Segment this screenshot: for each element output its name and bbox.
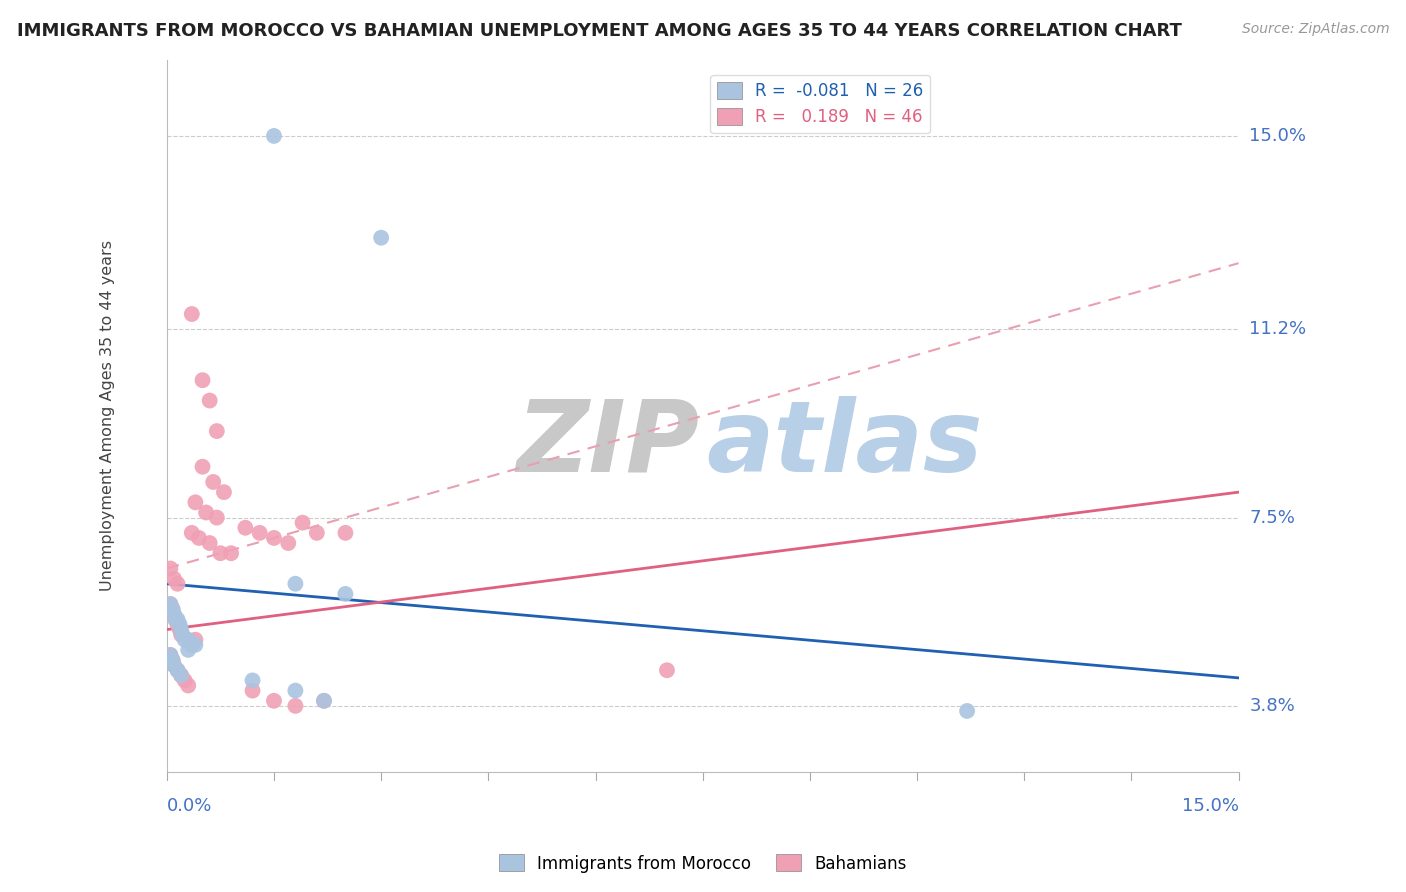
Text: 7.5%: 7.5%	[1250, 508, 1295, 526]
Point	[242, 673, 264, 688]
Point	[205, 510, 228, 524]
Point	[235, 521, 257, 535]
Point	[170, 623, 193, 637]
Point	[173, 632, 195, 647]
Point	[166, 663, 188, 677]
Text: Unemployment Among Ages 35 to 44 years: Unemployment Among Ages 35 to 44 years	[100, 240, 115, 591]
Point	[159, 597, 181, 611]
Point	[284, 683, 307, 698]
Point	[305, 525, 328, 540]
Point	[242, 683, 264, 698]
Point	[370, 230, 392, 244]
Point	[159, 561, 181, 575]
Point	[166, 663, 188, 677]
Point	[180, 638, 202, 652]
Point	[159, 648, 181, 662]
Point	[170, 668, 193, 682]
Point	[277, 536, 299, 550]
Point	[159, 648, 181, 662]
Point	[219, 546, 242, 560]
Point	[184, 632, 207, 647]
Text: Source: ZipAtlas.com: Source: ZipAtlas.com	[1241, 22, 1389, 37]
Point	[180, 638, 202, 652]
Point	[263, 531, 285, 545]
Point	[335, 525, 357, 540]
Point	[198, 536, 221, 550]
Text: 15.0%: 15.0%	[1181, 797, 1239, 815]
Legend: R =  -0.081   N = 26, R =   0.189   N = 46: R = -0.081 N = 26, R = 0.189 N = 46	[710, 75, 931, 133]
Point	[180, 525, 202, 540]
Point	[187, 531, 209, 545]
Point	[162, 653, 184, 667]
Point	[166, 617, 188, 632]
Point	[655, 663, 678, 677]
Point	[166, 612, 188, 626]
Point	[162, 653, 184, 667]
Text: IMMIGRANTS FROM MOROCCO VS BAHAMIAN UNEMPLOYMENT AMONG AGES 35 TO 44 YEARS CORRE: IMMIGRANTS FROM MOROCCO VS BAHAMIAN UNEM…	[17, 22, 1182, 40]
Point	[263, 128, 285, 143]
Point	[170, 668, 193, 682]
Point	[184, 495, 207, 509]
Point	[163, 607, 186, 622]
Legend: Immigrants from Morocco, Bahamians: Immigrants from Morocco, Bahamians	[492, 847, 914, 880]
Point	[263, 694, 285, 708]
Point	[195, 506, 218, 520]
Text: ZIP: ZIP	[516, 396, 700, 492]
Point	[169, 623, 191, 637]
Point	[205, 424, 228, 438]
Point	[159, 597, 181, 611]
Point	[956, 704, 979, 718]
Point	[173, 673, 195, 688]
Point	[284, 698, 307, 713]
Point	[162, 602, 184, 616]
Point	[249, 525, 271, 540]
Point	[165, 612, 187, 626]
Point	[163, 658, 186, 673]
Point	[177, 632, 200, 647]
Point	[163, 658, 186, 673]
Point	[335, 587, 357, 601]
Text: 0.0%: 0.0%	[167, 797, 212, 815]
Point	[163, 607, 186, 622]
Point	[198, 393, 221, 408]
Point	[172, 627, 194, 641]
Point	[212, 485, 235, 500]
Point	[166, 576, 188, 591]
Text: atlas: atlas	[706, 396, 983, 492]
Point	[177, 643, 200, 657]
Point	[170, 627, 193, 641]
Point	[291, 516, 314, 530]
Point	[165, 612, 187, 626]
Text: 3.8%: 3.8%	[1250, 697, 1295, 714]
Point	[284, 576, 307, 591]
Point	[191, 373, 214, 387]
Point	[169, 617, 191, 632]
Point	[312, 694, 335, 708]
Point	[202, 475, 225, 489]
Point	[184, 638, 207, 652]
Point	[209, 546, 232, 560]
Text: 11.2%: 11.2%	[1250, 320, 1306, 338]
Text: 15.0%: 15.0%	[1250, 127, 1306, 145]
Point	[177, 679, 200, 693]
Point	[191, 459, 214, 474]
Point	[180, 307, 202, 321]
Point	[312, 694, 335, 708]
Point	[163, 572, 186, 586]
Point	[162, 602, 184, 616]
